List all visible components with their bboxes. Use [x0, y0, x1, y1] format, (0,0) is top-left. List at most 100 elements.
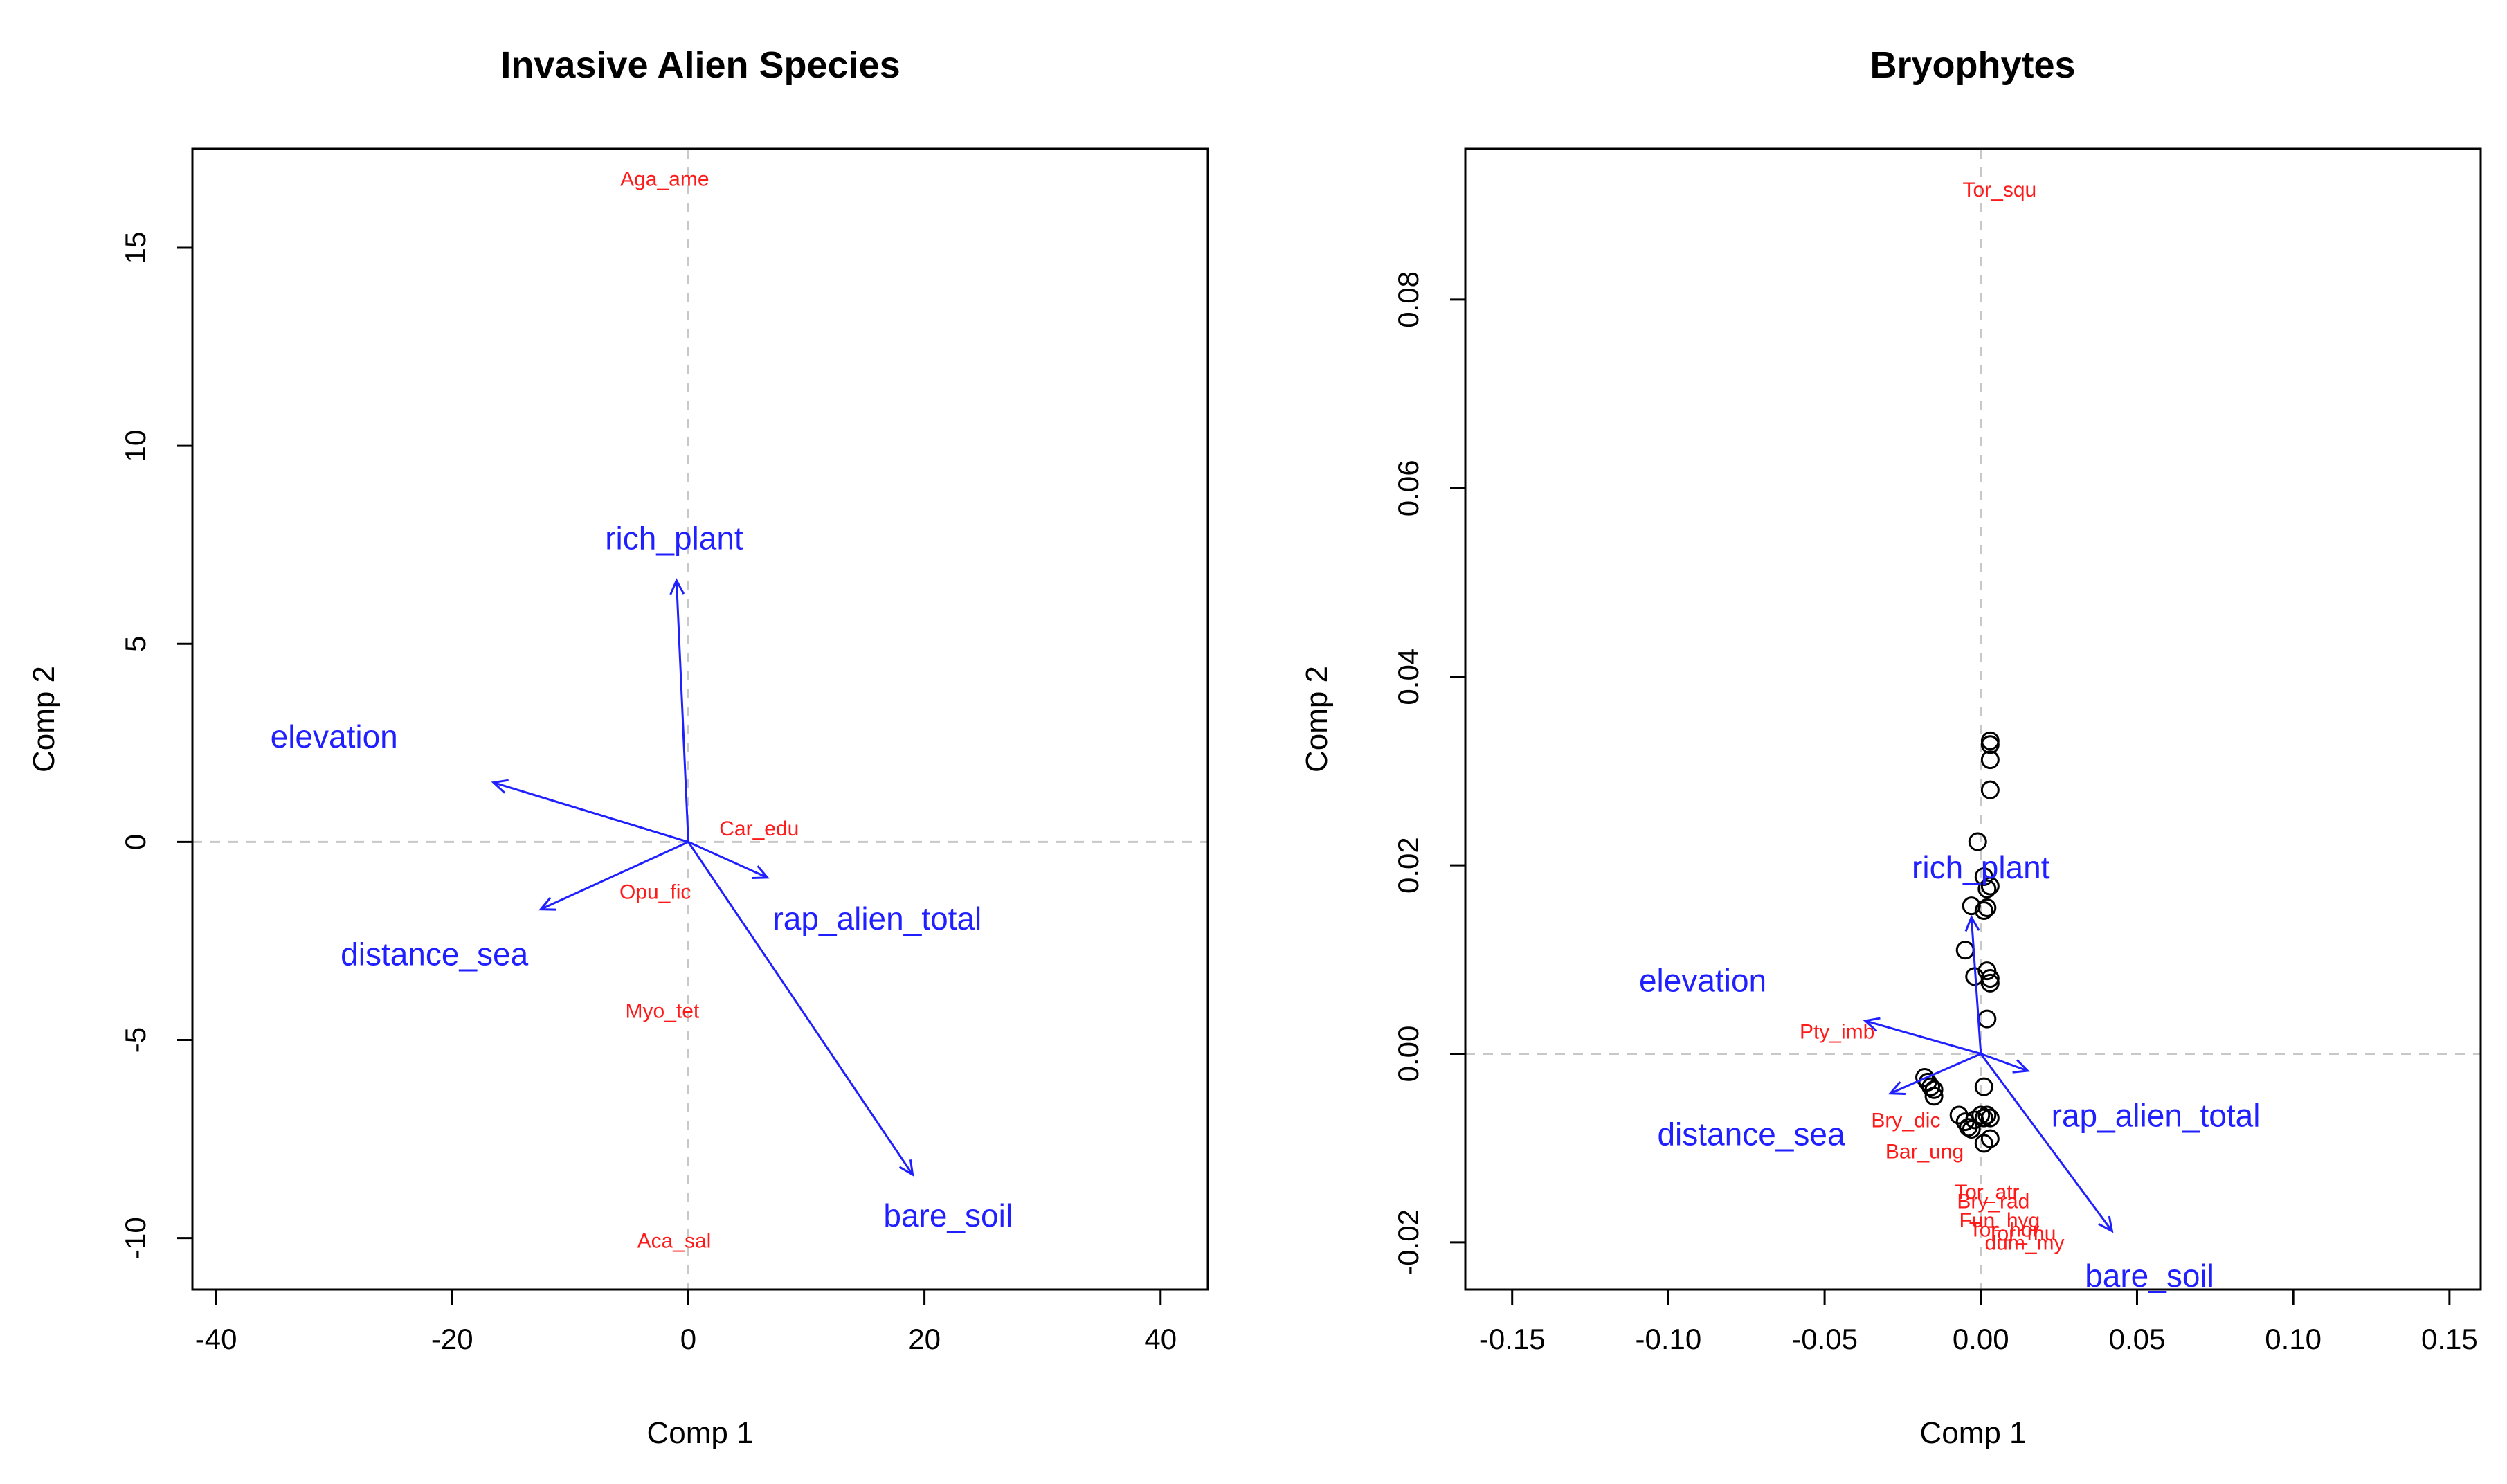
y-tick-label: 10 — [119, 430, 152, 462]
sample-point — [1962, 1119, 1981, 1139]
x-tick-label: 0.00 — [1953, 1323, 2009, 1355]
plot-frame — [1464, 147, 2482, 1291]
x-axis-label: Comp 1 — [1919, 1416, 2026, 1450]
arrow-rich-plant — [1970, 916, 1982, 1054]
sample-point — [1980, 731, 2000, 750]
y-tick-label: 0.08 — [1392, 271, 1424, 328]
y-tick-label: -10 — [119, 1217, 152, 1259]
x-tick-label: -20 — [431, 1323, 473, 1355]
y-tick-label: 5 — [119, 636, 152, 652]
y-tick-label: 0 — [119, 834, 152, 850]
sample-point — [1980, 780, 2000, 799]
arrow-head-elevation — [1863, 1017, 1881, 1032]
arrow-elevation — [493, 781, 689, 843]
variable-label-distance-sea: distance_sea — [1657, 1116, 1845, 1152]
variable-label-rap-alien-total: rap_alien_total — [772, 901, 981, 936]
species-label-tor-hor: Tor_hor — [1969, 1218, 2040, 1241]
species-label-tor-squ: Tor_squ — [1963, 179, 2037, 201]
sample-point — [1968, 832, 1987, 851]
species-label-aga-ame: Aga_ame — [620, 168, 709, 191]
y-tick-label: 15 — [119, 232, 152, 264]
x-tick-label: 0.15 — [2421, 1323, 2478, 1355]
sample-point — [1974, 1108, 1993, 1128]
arrow-head-bare-soil — [898, 1159, 914, 1177]
x-tick-label: -0.15 — [1479, 1323, 1546, 1355]
x-tick-label: -0.05 — [1791, 1323, 1858, 1355]
arrow-elevation — [1865, 1020, 1982, 1055]
arrow-head-bare-soil — [2098, 1215, 2114, 1233]
species-label-bar-ung: Bar_ung — [1885, 1140, 1964, 1163]
y-tick-label: 0.04 — [1392, 649, 1424, 705]
panel-bryophytes: Bryophytes -0.15 -0.10 -0.05 0.00 0.05 0.10 0.1… — [1300, 44, 2482, 1450]
x-axis-label: Comp 1 — [646, 1416, 753, 1450]
x-tick-label: 20 — [908, 1323, 941, 1355]
sample-point — [1974, 901, 1993, 920]
sample-point — [1915, 1068, 1935, 1087]
arrow-head-rich-plant — [669, 578, 685, 595]
species-label-dum-my: dum_my — [1984, 1232, 2064, 1255]
species-label-fun-hyg: Fun_hyg — [1959, 1209, 2040, 1232]
arrow-distance-sea — [1890, 1053, 1982, 1095]
x-tick-label: -40 — [195, 1323, 237, 1355]
sample-point — [1974, 1077, 1993, 1096]
sample-point — [1971, 1105, 1991, 1125]
sample-point — [1924, 1087, 1944, 1106]
y-tick-label: 0.00 — [1392, 1026, 1424, 1083]
sample-point — [1974, 867, 1993, 886]
arrow-rap-alien-total — [1980, 1053, 2029, 1072]
variable-label-elevation: elevation — [271, 718, 398, 754]
variable-label-rap-alien-total: rap_alien_total — [2052, 1097, 2261, 1133]
species-label-tor-mu: Tor_mu — [1986, 1222, 2056, 1245]
sample-point — [1980, 969, 2000, 988]
variable-label-bare-soil: bare_soil — [883, 1197, 1013, 1233]
sample-point — [1955, 941, 1975, 960]
arrow-rich-plant — [675, 580, 689, 842]
arrow-head-rap-alien-total — [752, 865, 770, 879]
variable-label-elevation: elevation — [1639, 963, 1766, 999]
sample-point — [1962, 896, 1981, 916]
species-label-aca-sal: Aca_sal — [637, 1229, 712, 1252]
y-tick-label: -0.02 — [1392, 1209, 1424, 1276]
arrow-bare-soil — [687, 841, 914, 1175]
sample-point — [1977, 1105, 1997, 1125]
sample-point — [1974, 1134, 1993, 1153]
sample-point — [1980, 750, 2000, 770]
species-label-bry-dic: Bry_dic — [1871, 1109, 1940, 1132]
y-axis-label: Comp 2 — [1300, 666, 1334, 772]
arrow-head-rich-plant — [1964, 914, 1980, 932]
variable-label-distance-sea: distance_sea — [341, 936, 528, 972]
x-tick-label: 0.10 — [2265, 1323, 2322, 1355]
species-label-opu-fic: Opu_fic — [619, 881, 691, 904]
plot-frame — [191, 147, 1209, 1291]
species-label-car-edu: Car_edu — [719, 817, 799, 840]
species-label-myo-tet: Myo_tet — [626, 999, 700, 1022]
sample-point — [1924, 1080, 1944, 1099]
arrow-rap-alien-total — [687, 841, 768, 879]
arrow-bare-soil — [1980, 1053, 2113, 1232]
x-tick-label: 40 — [1144, 1323, 1177, 1355]
sample-point — [1980, 973, 2000, 993]
sample-point — [1980, 1108, 2000, 1128]
sample-point — [1980, 735, 2000, 754]
x-tick-label: 0.05 — [2109, 1323, 2166, 1355]
sample-point — [1980, 1129, 2000, 1148]
sample-point — [1980, 876, 2000, 896]
arrow-head-distance-sea — [538, 896, 556, 911]
variable-label-rich-plant: rich_plant — [605, 521, 743, 556]
y-tick-label: 0.06 — [1392, 460, 1424, 516]
arrow-head-elevation — [491, 779, 509, 794]
y-axis-label: Comp 2 — [27, 666, 61, 772]
arrow-head-distance-sea — [1888, 1081, 1906, 1096]
species-label-tor-atr: Tor_atr — [1955, 1181, 2019, 1204]
panel-invasive-alien-species: Invasive Alien Species -40 -20 0 20 40 -10 -5 0 5… — [27, 44, 1209, 1450]
arrow-distance-sea — [540, 841, 689, 911]
x-tick-label: 0 — [680, 1323, 696, 1355]
arrow-head-rap-alien-total — [2012, 1059, 2030, 1074]
sample-point — [1977, 879, 1997, 898]
chart-title: Bryophytes — [1870, 44, 2075, 86]
y-tick-label: -5 — [119, 1027, 152, 1053]
species-label-pty-imb: Pty_imb — [1800, 1020, 1874, 1043]
variable-label-bare-soil: bare_soil — [2085, 1258, 2214, 1294]
sample-point — [1921, 1077, 1941, 1096]
